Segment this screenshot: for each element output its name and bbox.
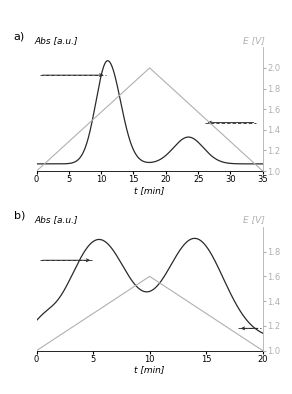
Text: b): b) bbox=[14, 211, 25, 221]
Text: a): a) bbox=[14, 31, 25, 41]
Text: Abs [a.u.]: Abs [a.u.] bbox=[34, 216, 78, 224]
Text: Abs [a.u.]: Abs [a.u.] bbox=[34, 36, 78, 45]
Text: E [V]: E [V] bbox=[243, 216, 265, 224]
Text: E [V]: E [V] bbox=[243, 36, 265, 45]
X-axis label: t [min]: t [min] bbox=[134, 365, 165, 374]
X-axis label: t [min]: t [min] bbox=[134, 186, 165, 195]
